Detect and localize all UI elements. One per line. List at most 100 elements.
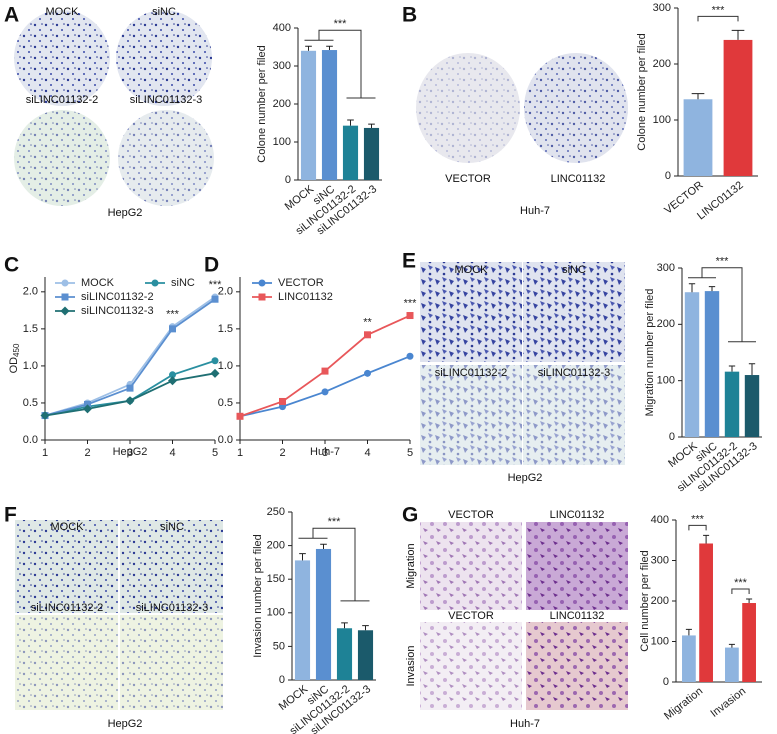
error-bar <box>746 598 753 604</box>
photo-label: LINC01132 <box>550 610 605 622</box>
x-tick-label: 5 <box>407 447 413 459</box>
photo-panel: VECTOR LINC01132 Huh-7 <box>416 53 628 217</box>
photo-panel: VECTOR LINC01132 VECTOR LINC01132 Migrat… <box>405 509 628 730</box>
marker <box>321 388 329 396</box>
error-bar <box>728 643 735 648</box>
significance: *** <box>334 18 348 30</box>
photo <box>14 10 110 106</box>
y-tick-label: 1.5 <box>218 323 233 335</box>
marker <box>406 352 414 360</box>
bar <box>725 647 739 682</box>
y-tick-label: 100 <box>273 136 291 148</box>
legend-label: siNC <box>171 277 195 289</box>
photo <box>420 622 522 710</box>
marker <box>60 306 70 316</box>
bracket <box>688 267 756 343</box>
y-tick-label: 200 <box>653 58 671 70</box>
y-axis-label: Cell number per filed <box>639 550 651 652</box>
bar <box>724 371 740 437</box>
y-axis-label: Invasion number per filed <box>252 534 264 658</box>
y-tick-label: 200 <box>267 540 285 552</box>
error-bar <box>347 119 354 126</box>
marker <box>364 369 371 377</box>
y-tick-label: 0 <box>669 431 675 443</box>
bracket <box>304 29 376 99</box>
bar <box>704 291 720 437</box>
bracket <box>688 524 707 531</box>
y-tick-label: 1.5 <box>23 323 38 335</box>
y-tick-label: 2.0 <box>218 286 233 298</box>
y-axis-label-main: OD <box>8 357 20 374</box>
x-tick-label: 2 <box>84 447 90 459</box>
photo-label: siLINC01132-2 <box>435 367 508 379</box>
photo-label: VECTOR <box>448 509 494 521</box>
bar <box>294 560 311 680</box>
photo <box>526 522 628 610</box>
y-tick-label: 1.0 <box>23 360 38 372</box>
photo-label: MOCK <box>455 264 489 276</box>
panel-letter: D <box>204 254 219 277</box>
marker <box>211 357 219 365</box>
x-tick-label: 4 <box>169 447 175 459</box>
photo <box>420 365 522 465</box>
panel-letter: F <box>4 504 17 527</box>
marker <box>126 384 134 392</box>
photo-label: siLINC01132-3 <box>538 367 611 379</box>
error-bar <box>731 29 745 40</box>
x-tick-label: 3 <box>127 447 133 459</box>
error-bar <box>368 123 375 128</box>
y-tick-label: 100 <box>651 635 669 647</box>
bar <box>336 628 353 680</box>
marker <box>321 367 329 375</box>
marker <box>125 396 135 406</box>
y-tick-label: 0 <box>285 174 291 186</box>
y-tick-label: 2.0 <box>23 286 38 298</box>
error-bar <box>305 45 312 51</box>
panel-letters: A B C D E F G <box>4 4 418 527</box>
marker <box>236 412 244 420</box>
y-tick-label: 0.5 <box>23 397 38 409</box>
photo <box>523 365 625 465</box>
x-tick-label: 1 <box>42 447 48 459</box>
marker <box>169 371 176 379</box>
y-axis-label-main: Colone number per filed <box>636 33 648 150</box>
photo-caption: HepG2 <box>108 718 143 730</box>
photo-panel: MOCK siNC siLINC01132-2 siLINC01132-3 He… <box>420 262 625 484</box>
y-tick-label: 300 <box>657 262 675 274</box>
y-axis-label: Colone number per filed <box>636 33 648 150</box>
x-tick-label: 4 <box>364 447 370 459</box>
y-axis-label-main: Cell number per filed <box>639 550 651 652</box>
marker <box>364 331 371 339</box>
y-tick-label: 300 <box>653 2 671 14</box>
bar <box>723 39 753 176</box>
panel-letter: C <box>4 254 19 277</box>
photo <box>120 615 223 710</box>
bar <box>683 99 713 176</box>
bar <box>684 292 700 437</box>
y-tick-label: 0.0 <box>218 434 233 446</box>
legend-label: siLINC01132-3 <box>81 305 154 317</box>
photo-label: MOCK <box>51 521 85 533</box>
error-bar <box>299 553 306 561</box>
photo-label: siNC <box>152 6 176 18</box>
photo-label: siLINC01132-3 <box>136 602 209 614</box>
error-bar <box>748 363 756 376</box>
photo <box>120 520 223 613</box>
photo <box>416 53 520 163</box>
significance: *** <box>716 256 730 268</box>
y-tick-label: 100 <box>267 607 285 619</box>
photo <box>118 110 214 206</box>
x-axis-label: HepG2 <box>113 446 148 458</box>
y-tick-label: 0.0 <box>23 434 38 446</box>
bar <box>321 50 338 180</box>
marker <box>279 397 286 405</box>
x-tick-label: 2 <box>279 447 285 459</box>
significance: *** <box>209 279 223 291</box>
marker <box>258 279 266 287</box>
marker <box>210 368 220 378</box>
error-bar <box>703 534 710 544</box>
x-tick-label: 1 <box>237 447 243 459</box>
x-tick-label: Invasion <box>708 685 748 720</box>
photo <box>15 520 118 613</box>
photo <box>523 262 625 362</box>
